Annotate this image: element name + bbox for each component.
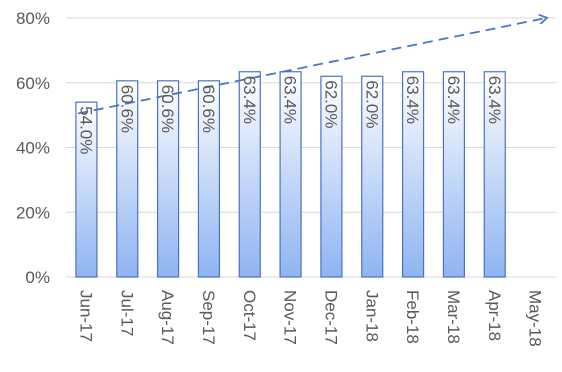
- trendline-arrow: [77, 18, 546, 115]
- y-tick-label: 60%: [16, 74, 50, 93]
- x-tick-label: Mar-18: [444, 290, 463, 344]
- x-tick-label: Feb-18: [403, 290, 422, 344]
- data-label: 63.4%: [403, 76, 422, 124]
- data-label: 62.0%: [321, 80, 340, 128]
- bar-Nov-17: [279, 71, 302, 278]
- x-tick-label: Sep-17: [199, 290, 218, 345]
- trendline-layer: [77, 18, 546, 115]
- x-tick-label: Jul-17: [117, 290, 136, 336]
- bar-layer: [75, 71, 506, 278]
- y-axis-tick-labels: 0% 20% 40% 60% 80%: [16, 9, 50, 287]
- data-label: 63.4%: [240, 76, 259, 124]
- x-tick-label: Jun-17: [76, 290, 95, 342]
- bar-Oct-17: [238, 71, 261, 278]
- x-tick-label: Dec-17: [321, 290, 340, 345]
- y-tick-label: 80%: [16, 9, 50, 28]
- bar-Jul-17: [116, 80, 139, 278]
- data-label: 63.4%: [281, 76, 300, 124]
- data-label: 54.0%: [76, 106, 95, 154]
- bar-Jan-18: [361, 75, 384, 278]
- bar-Mar-18: [442, 71, 466, 278]
- x-tick-label: Aug-17: [158, 290, 177, 345]
- bar-Dec-17: [320, 75, 343, 278]
- bar-Sep-17: [197, 80, 221, 278]
- grid-layer: [66, 17, 556, 278]
- x-axis-tick-labels: Jun-17 Jul-17 Aug-17 Sep-17 Oct-17 Nov-17 Dec-…: [76, 290, 544, 347]
- x-tick-label: Oct-17: [240, 290, 259, 341]
- data-label: 63.4%: [485, 76, 504, 124]
- x-tick-label: Apr-18: [485, 290, 504, 341]
- x-tick-label: Nov-17: [281, 290, 300, 345]
- y-tick-label: 0%: [25, 268, 50, 287]
- x-tick-label: May-18: [526, 290, 545, 347]
- data-label: 60.6%: [199, 85, 218, 133]
- x-tick-label: Jan-18: [362, 290, 381, 342]
- data-label: 60.6%: [117, 85, 136, 133]
- data-label: 62.0%: [362, 80, 381, 128]
- bar-Jun-17: [75, 101, 98, 278]
- y-tick-label: 20%: [16, 203, 50, 222]
- y-tick-label: 40%: [16, 139, 50, 158]
- bar-Apr-18: [483, 71, 506, 278]
- data-label: 60.6%: [158, 85, 177, 133]
- bar-Feb-18: [401, 71, 425, 278]
- bar-Aug-17: [156, 80, 180, 278]
- data-label-layer: 54.0% 60.6% 60.6% 60.6% 63.4% 63.4% 62.0% 62.0%…: [76, 76, 503, 155]
- data-label: 63.4%: [444, 76, 463, 124]
